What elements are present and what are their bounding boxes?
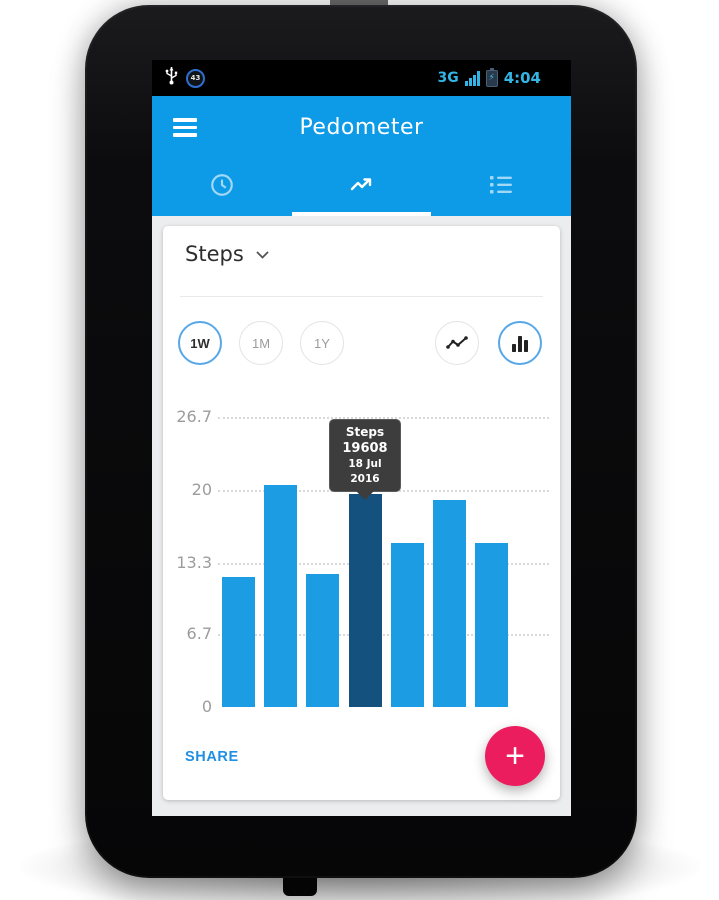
bar[interactable] (222, 576, 255, 707)
content-area: Steps 1W 1M 1Y (152, 216, 571, 816)
tooltip-value: 19608 (342, 440, 388, 456)
stats-card: Steps 1W 1M 1Y (163, 226, 560, 800)
gridline (218, 417, 549, 419)
battery-percent-text: 43 (190, 74, 201, 82)
tab-history[interactable] (152, 158, 292, 216)
controls-row: 1W 1M 1Y (163, 321, 560, 365)
bar[interactable] (264, 485, 297, 707)
clock-icon (209, 172, 235, 202)
range-button-1y[interactable]: 1Y (300, 321, 344, 365)
tab-trends[interactable] (292, 158, 432, 216)
steps-chart: Steps 19608 18 Jul 2016 0 6.7 13.3 20 26.7 (163, 406, 560, 721)
range-button-1m[interactable]: 1M (239, 321, 283, 365)
usb-icon (165, 66, 178, 90)
y-axis-tick-label: 0 (201, 697, 212, 716)
line-chart-button[interactable] (435, 321, 479, 365)
y-axis-tick-label: 13.3 (176, 552, 212, 572)
tab-bar (152, 158, 571, 216)
battery-charging-icon: ⚡ (485, 67, 498, 87)
y-axis-tick-label: 6.7 (186, 624, 212, 644)
clock-time: 4:04 (503, 69, 541, 87)
bar[interactable] (306, 574, 339, 707)
power-button (330, 0, 388, 9)
y-axis-tick-label: 20 (191, 479, 212, 499)
signal-bars-icon (464, 70, 480, 86)
chevron-down-icon (256, 245, 269, 264)
metric-selector-label: Steps (185, 242, 244, 266)
app-header: Pedometer (152, 96, 571, 216)
screen: 43 3G ⚡ 4:04 Pedometer (152, 60, 571, 816)
bar-chart-button[interactable] (498, 321, 542, 365)
divider (180, 296, 543, 297)
network-type-label: 3G (437, 70, 459, 86)
chart-tooltip: Steps 19608 18 Jul 2016 (329, 419, 401, 500)
bar-selected[interactable] (349, 494, 382, 707)
hamburger-menu-icon[interactable] (173, 118, 197, 137)
chart-type-group (435, 321, 542, 365)
tooltip-date: 18 Jul 2016 (348, 458, 382, 486)
bar[interactable] (391, 542, 424, 707)
metric-selector[interactable]: Steps (185, 242, 269, 266)
gridline (218, 562, 549, 565)
range-button-1w[interactable]: 1W (178, 321, 222, 365)
list-icon (488, 174, 514, 200)
add-entry-fab[interactable]: + (485, 726, 545, 786)
gridline (218, 634, 549, 637)
bar[interactable] (475, 542, 508, 707)
page-title: Pedometer (299, 114, 424, 140)
battery-percent-badge: 43 (186, 68, 205, 88)
tooltip-title: Steps (345, 425, 385, 439)
share-button[interactable]: SHARE (185, 749, 239, 765)
toolbar: Pedometer (152, 96, 571, 158)
y-axis-tick-label: 26.7 (176, 407, 212, 426)
bar[interactable] (433, 499, 466, 707)
trending-up-icon (348, 174, 376, 200)
plus-icon: + (505, 737, 525, 775)
tab-log[interactable] (431, 158, 571, 216)
range-button-group: 1W 1M 1Y (178, 321, 344, 365)
status-bar: 43 3G ⚡ 4:04 (152, 60, 571, 96)
active-tab-indicator (291, 212, 432, 216)
